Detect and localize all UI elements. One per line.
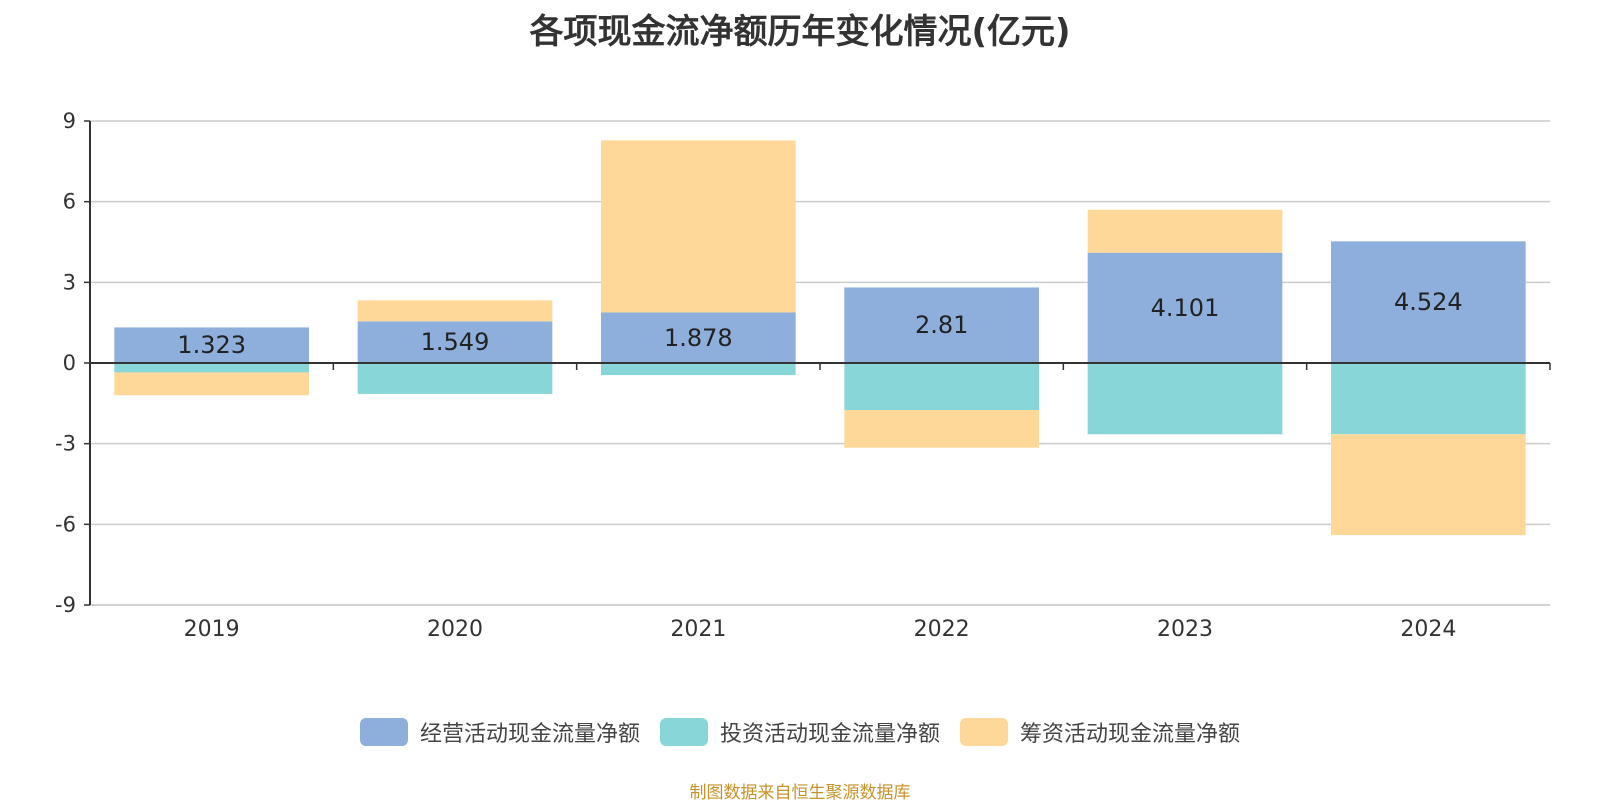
y-tick-label: -6 [55, 512, 76, 536]
bar-investing-2021 [601, 363, 796, 376]
data-labels: 1.323 1.549 1.878 2.81 4.101 4.524 [177, 288, 1462, 359]
data-label-2022: 2.81 [915, 311, 968, 339]
y-tick-label: 9 [63, 109, 76, 133]
x-tick-label-2020: 2020 [427, 617, 483, 642]
bar-operating-2022 [844, 287, 1039, 363]
y-tick-label: 6 [63, 190, 76, 214]
stacked-bar-chart: 9 6 3 0 -3 -6 -9 2019 2020 2021 2022 2023 2024 1.323… [55, 109, 1551, 642]
legend-swatch-financing [960, 718, 1008, 746]
bar-investing-2022 [844, 363, 1039, 411]
y-tick-label: -3 [55, 432, 76, 456]
bar-operating-2020 [357, 321, 553, 363]
legend-swatch-operating [359, 718, 408, 746]
data-label-2021: 1.878 [664, 324, 733, 352]
x-tick-label-2021: 2021 [670, 617, 726, 642]
bar-operating-2024 [1331, 241, 1526, 363]
bar-operating-2023 [1087, 252, 1283, 363]
bar-operating-2021 [601, 312, 796, 363]
y-tick-label: -9 [55, 593, 76, 617]
x-tick-label-2022: 2022 [914, 617, 970, 642]
x-tick-label-2019: 2019 [184, 617, 240, 642]
source-note: 制图数据来自恒生聚源数据库 [689, 783, 911, 803]
legend-label-operating: 经营活动现金流量净额 [419, 722, 640, 747]
bar-investing-2023 [1087, 363, 1283, 435]
axes: 9 6 3 0 -3 -6 -9 2019 2020 2021 2022 2023 2024 [55, 109, 1551, 642]
data-label-2024: 4.524 [1394, 288, 1463, 316]
bar-financing-2024 [1331, 434, 1526, 536]
legend-item-financing[interactable]: 筹资活动现金流量净额 [960, 716, 1240, 748]
bar-financing-2021 [601, 140, 796, 313]
legend-label-investing: 投资活动现金流量净额 [719, 722, 940, 747]
legend-label-financing: 筹资活动现金流量净额 [1020, 722, 1241, 747]
legend: 经营活动现金流量净额 投资活动现金流量净额 筹资活动现金流量净额 [0, 716, 1600, 748]
bar-financing-2023 [1087, 209, 1283, 253]
legend-item-investing[interactable]: 投资活动现金流量净额 [659, 716, 940, 748]
bar-financing-2022 [844, 410, 1039, 448]
x-tick-label-2024: 2024 [1400, 617, 1456, 642]
data-label-2023: 4.101 [1151, 294, 1220, 322]
bar-operating-2019 [114, 327, 309, 363]
bar-financing-2020 [357, 300, 553, 322]
bars [114, 140, 1526, 536]
x-tick-label-2023: 2023 [1157, 617, 1213, 642]
y-tick-label: 3 [63, 270, 76, 294]
bar-financing-2019 [114, 372, 309, 396]
grid-lines [90, 120, 1550, 606]
legend-swatch-investing [659, 718, 708, 746]
bar-investing-2024 [1331, 363, 1526, 435]
bar-investing-2019 [114, 363, 309, 373]
chart-title: 各项现金流净额历年变化情况(亿元) [529, 12, 1071, 52]
legend-item-operating[interactable]: 经营活动现金流量净额 [359, 716, 640, 748]
bar-investing-2020 [357, 363, 553, 394]
data-label-2019: 1.323 [177, 331, 246, 359]
y-tick-label: 0 [63, 351, 76, 375]
data-label-2020: 1.549 [421, 328, 490, 356]
